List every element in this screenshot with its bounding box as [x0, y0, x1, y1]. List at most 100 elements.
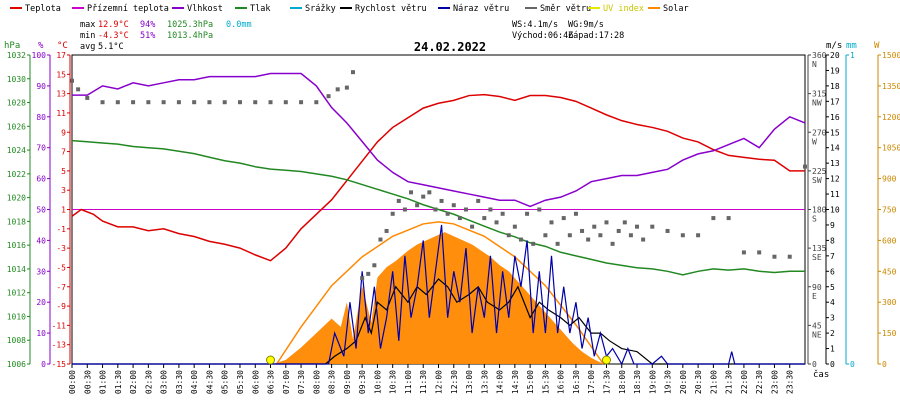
unit-time: čas: [813, 369, 829, 380]
temp-tick-label: 11: [56, 109, 66, 118]
wind-direction-point: [543, 233, 548, 238]
humidity-tick-label: 80: [36, 113, 46, 122]
x-tick-label: 02:00: [129, 370, 138, 394]
lines-layer: [71, 72, 806, 366]
wind-direction-point: [757, 250, 762, 255]
wind-direction-point: [268, 100, 273, 105]
wind-direction-point: [253, 100, 258, 105]
x-tick-label: 05:00: [221, 370, 230, 394]
x-tick-label: 17:30: [602, 370, 611, 394]
x-tick-label: 01:30: [114, 370, 123, 394]
unit-pct: %: [38, 41, 44, 51]
stat-max-hum: 94%: [140, 20, 155, 30]
wind_dir-tick-label: 360: [812, 51, 827, 60]
legend-label: Rychlost větru: [355, 4, 427, 14]
uv-layer: [266, 355, 611, 365]
wind-direction-point: [70, 78, 74, 83]
pressure-tick-label: 1028: [7, 99, 26, 108]
x-tick-label: 17:00: [587, 370, 596, 394]
x-tick-label: 21:00: [709, 370, 718, 394]
solar-tick-label: 600: [882, 236, 897, 245]
wind-direction-point: [421, 194, 426, 199]
x-tick-label: 09:30: [358, 370, 367, 394]
x-tick-label: 06:30: [267, 370, 276, 394]
humidity-tick-label: 30: [36, 267, 46, 276]
legend-label: UV index: [603, 4, 644, 14]
wind_speed-tick-label: 4: [830, 298, 835, 307]
wind-direction-point: [427, 190, 432, 195]
x-tick-label: 20:30: [694, 370, 703, 394]
wind_dir-compass-label: NW: [812, 99, 822, 108]
x-tick-label: 02:30: [144, 370, 153, 394]
wind_dir-tick-label: 45: [812, 321, 822, 330]
pressure-tick-label: 1014: [7, 265, 26, 274]
x-tick-label: 12:00: [435, 370, 444, 394]
humidity-tick-label: 60: [36, 175, 46, 184]
wind-direction-point: [635, 224, 640, 229]
pressure-tick-label: 1030: [7, 75, 26, 84]
stat-max-press: 1025.3hPa: [167, 20, 213, 30]
wind-direction-point: [586, 237, 591, 242]
wind-direction-point: [476, 198, 481, 203]
temp-tick-label: -3: [56, 244, 66, 253]
pressure-tick-label: 1032: [7, 51, 26, 60]
wind-direction-point: [573, 211, 578, 216]
x-tick-label: 16:30: [572, 370, 581, 394]
unit-mm: mm: [846, 41, 857, 51]
wind_dir-tick-label: 315: [812, 90, 827, 99]
wind-direction-point: [470, 224, 475, 229]
wind_speed-tick-label: 14: [830, 144, 840, 153]
x-tick-label: 10:30: [389, 370, 398, 394]
wind-direction-point: [598, 233, 603, 238]
wind-direction-point: [604, 220, 609, 225]
wind-direction-point: [622, 220, 627, 225]
wind-direction-point: [518, 237, 523, 242]
stat-max-label: max: [80, 20, 95, 30]
wind-direction-point: [433, 207, 438, 212]
wind-direction-point: [592, 224, 597, 229]
wind_speed-tick-label: 1: [830, 345, 835, 354]
legend-label: Srážky: [305, 4, 336, 14]
temp-tick-label: 15: [56, 70, 66, 79]
wind-direction-point: [299, 100, 304, 105]
wind_speed-tick-label: 2: [830, 329, 835, 338]
x-tick-label: 21:30: [725, 370, 734, 394]
wind_dir-compass-label: N: [812, 60, 817, 69]
wind-direction-point: [741, 250, 746, 255]
humidity-tick-label: 10: [36, 329, 46, 338]
x-tick-label: 07:00: [282, 370, 291, 394]
wind-direction-point: [772, 254, 777, 259]
wind-direction-point: [488, 207, 493, 212]
stat-avg-temp: 5.1°C: [98, 42, 124, 52]
wind-direction-point: [567, 233, 572, 238]
wind-direction-point: [378, 237, 383, 242]
solar-tick-label: 150: [882, 329, 897, 338]
wind_speed-tick-label: 11: [830, 190, 840, 199]
wind-direction-point: [561, 216, 566, 221]
series-solar-area: [72, 232, 805, 364]
solar-tick-label: 0: [882, 360, 887, 369]
chart-title: 24.02.2022: [414, 40, 486, 54]
solar-tick-label: 900: [882, 175, 897, 184]
legend-label: Vlhkost: [187, 4, 223, 14]
x-tick-label: 08:30: [328, 370, 337, 394]
temp-tick-label: 1: [61, 206, 66, 215]
wind-direction-point: [415, 203, 420, 208]
series-line: [276, 221, 605, 365]
wind_speed-tick-label: 8: [830, 236, 835, 245]
temp-tick-label: 3: [61, 186, 66, 195]
x-tick-label: 14:00: [496, 370, 505, 394]
wind_dir-tick-label: 225: [812, 167, 827, 176]
temp-tick-label: -9: [56, 302, 66, 311]
legend-label: Teplota: [25, 4, 61, 14]
series-line: [71, 93, 805, 262]
wind-direction-point: [192, 100, 197, 105]
wind_speed-tick-label: 6: [830, 267, 835, 276]
wind-direction-point: [628, 233, 633, 238]
humidity-tick-label: 70: [36, 144, 46, 153]
wind-direction-point: [350, 70, 355, 75]
wind-direction-point: [146, 100, 151, 105]
wind-direction-point: [525, 211, 530, 216]
humidity-tick-label: 40: [36, 236, 46, 245]
series-line: [72, 72, 806, 208]
